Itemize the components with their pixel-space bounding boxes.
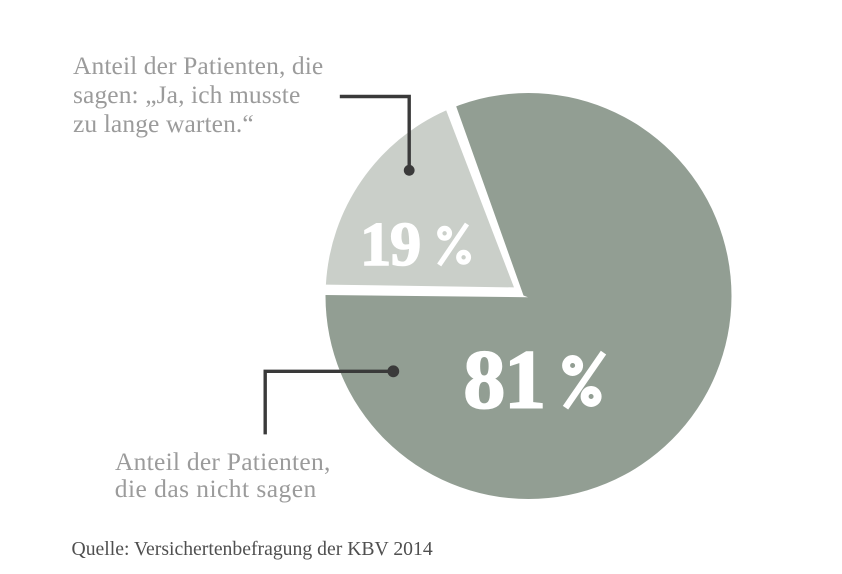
svg-text:81: 81 <box>464 335 546 427</box>
svg-text:19: 19 <box>360 210 420 279</box>
